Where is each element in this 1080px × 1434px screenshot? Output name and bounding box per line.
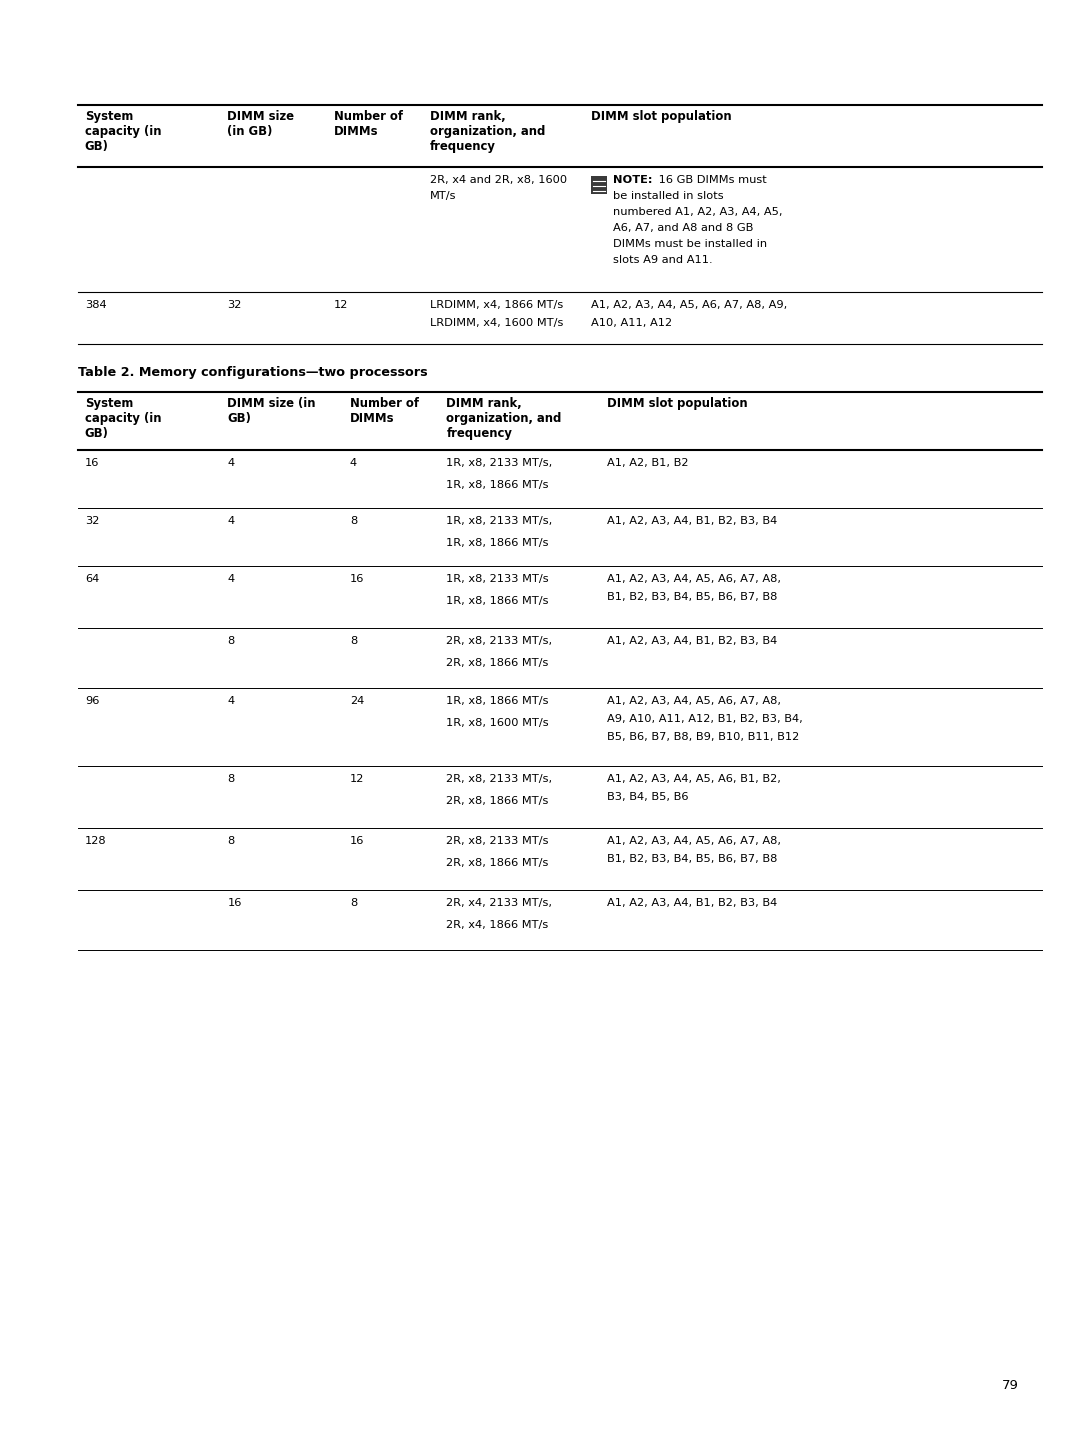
Text: 1R, x8, 1866 MT/s: 1R, x8, 1866 MT/s xyxy=(446,695,549,706)
Text: 1R, x8, 1600 MT/s: 1R, x8, 1600 MT/s xyxy=(446,718,549,728)
Text: A1, A2, A3, A4, A5, A6, B1, B2,: A1, A2, A3, A4, A5, A6, B1, B2, xyxy=(607,774,781,784)
Text: A1, A2, A3, A4, A5, A6, A7, A8, A9,: A1, A2, A3, A4, A5, A6, A7, A8, A9, xyxy=(591,300,787,310)
Text: A6, A7, and A8 and 8 GB: A6, A7, and A8 and 8 GB xyxy=(613,224,754,232)
Text: System
capacity (in
GB): System capacity (in GB) xyxy=(84,110,161,153)
Text: 4: 4 xyxy=(228,457,234,467)
Text: 16: 16 xyxy=(228,898,242,908)
Text: NOTE:: NOTE: xyxy=(613,175,652,185)
Text: A1, A2, A3, A4, A5, A6, A7, A8,: A1, A2, A3, A4, A5, A6, A7, A8, xyxy=(607,574,782,584)
Text: A1, A2, A3, A4, B1, B2, B3, B4: A1, A2, A3, A4, B1, B2, B3, B4 xyxy=(607,898,778,908)
Text: 2R, x4 and 2R, x8, 1600: 2R, x4 and 2R, x8, 1600 xyxy=(430,175,567,185)
Text: 4: 4 xyxy=(228,574,234,584)
Text: 2R, x4, 2133 MT/s,: 2R, x4, 2133 MT/s, xyxy=(446,898,553,908)
Text: 1R, x8, 2133 MT/s: 1R, x8, 2133 MT/s xyxy=(446,574,549,584)
Text: 2R, x8, 1866 MT/s: 2R, x8, 1866 MT/s xyxy=(446,858,549,868)
Text: B1, B2, B3, B4, B5, B6, B7, B8: B1, B2, B3, B4, B5, B6, B7, B8 xyxy=(607,592,778,602)
Text: B1, B2, B3, B4, B5, B6, B7, B8: B1, B2, B3, B4, B5, B6, B7, B8 xyxy=(607,855,778,865)
Text: 2R, x4, 1866 MT/s: 2R, x4, 1866 MT/s xyxy=(446,921,549,931)
Text: DIMMs must be installed in: DIMMs must be installed in xyxy=(613,239,767,250)
Text: DIMM slot population: DIMM slot population xyxy=(591,110,732,123)
Text: 2R, x8, 2133 MT/s,: 2R, x8, 2133 MT/s, xyxy=(446,637,553,645)
Text: 16: 16 xyxy=(84,457,99,467)
Text: B5, B6, B7, B8, B9, B10, B11, B12: B5, B6, B7, B8, B9, B10, B11, B12 xyxy=(607,731,799,741)
Text: 64: 64 xyxy=(84,574,99,584)
Text: 32: 32 xyxy=(228,300,242,310)
Bar xyxy=(591,176,607,194)
Text: 1R, x8, 1866 MT/s: 1R, x8, 1866 MT/s xyxy=(446,597,549,607)
Text: 128: 128 xyxy=(84,836,107,846)
Text: A1, A2, A3, A4, B1, B2, B3, B4: A1, A2, A3, A4, B1, B2, B3, B4 xyxy=(607,637,778,645)
Text: 79: 79 xyxy=(1002,1380,1020,1392)
Text: 1R, x8, 1866 MT/s: 1R, x8, 1866 MT/s xyxy=(446,480,549,490)
Text: 12: 12 xyxy=(334,300,348,310)
Text: System
capacity (in
GB): System capacity (in GB) xyxy=(84,397,161,440)
Text: LRDIMM, x4, 1600 MT/s: LRDIMM, x4, 1600 MT/s xyxy=(430,318,564,328)
Text: 1R, x8, 2133 MT/s,: 1R, x8, 2133 MT/s, xyxy=(446,457,553,467)
Text: Number of
DIMMs: Number of DIMMs xyxy=(334,110,403,138)
Text: DIMM slot population: DIMM slot population xyxy=(607,397,748,410)
Text: 8: 8 xyxy=(228,836,234,846)
Text: 16: 16 xyxy=(350,574,364,584)
Text: 16 GB DIMMs must: 16 GB DIMMs must xyxy=(656,175,767,185)
Text: A1, A2, A3, A4, B1, B2, B3, B4: A1, A2, A3, A4, B1, B2, B3, B4 xyxy=(607,516,778,526)
Text: DIMM size (in
GB): DIMM size (in GB) xyxy=(228,397,316,424)
Text: 1R, x8, 2133 MT/s,: 1R, x8, 2133 MT/s, xyxy=(446,516,553,526)
Text: numbered A1, A2, A3, A4, A5,: numbered A1, A2, A3, A4, A5, xyxy=(613,206,783,217)
Text: 2R, x8, 1866 MT/s: 2R, x8, 1866 MT/s xyxy=(446,658,549,668)
Text: 8: 8 xyxy=(228,637,234,645)
Text: 8: 8 xyxy=(350,637,357,645)
Text: DIMM rank,
organization, and
frequency: DIMM rank, organization, and frequency xyxy=(430,110,545,153)
Text: DIMM size
(in GB): DIMM size (in GB) xyxy=(228,110,295,138)
Text: B3, B4, B5, B6: B3, B4, B5, B6 xyxy=(607,792,689,802)
Text: DIMM rank,
organization, and
frequency: DIMM rank, organization, and frequency xyxy=(446,397,562,440)
Text: 384: 384 xyxy=(84,300,107,310)
Text: MT/s: MT/s xyxy=(430,191,457,201)
Text: A9, A10, A11, A12, B1, B2, B3, B4,: A9, A10, A11, A12, B1, B2, B3, B4, xyxy=(607,714,804,724)
Text: A1, A2, B1, B2: A1, A2, B1, B2 xyxy=(607,457,689,467)
Text: be installed in slots: be installed in slots xyxy=(613,191,724,201)
Text: LRDIMM, x4, 1866 MT/s: LRDIMM, x4, 1866 MT/s xyxy=(430,300,564,310)
Text: 12: 12 xyxy=(350,774,364,784)
Text: 4: 4 xyxy=(228,695,234,706)
Text: 8: 8 xyxy=(228,774,234,784)
Text: A1, A2, A3, A4, A5, A6, A7, A8,: A1, A2, A3, A4, A5, A6, A7, A8, xyxy=(607,836,782,846)
Text: 8: 8 xyxy=(350,898,357,908)
Text: 1R, x8, 1866 MT/s: 1R, x8, 1866 MT/s xyxy=(446,538,549,548)
Text: 8: 8 xyxy=(350,516,357,526)
Text: 4: 4 xyxy=(350,457,357,467)
Text: 2R, x8, 2133 MT/s,: 2R, x8, 2133 MT/s, xyxy=(446,774,553,784)
Text: Table 2. Memory configurations—two processors: Table 2. Memory configurations—two proce… xyxy=(78,366,428,379)
Text: A10, A11, A12: A10, A11, A12 xyxy=(591,318,672,328)
Text: 4: 4 xyxy=(228,516,234,526)
Text: Number of
DIMMs: Number of DIMMs xyxy=(350,397,419,424)
Text: 2R, x8, 1866 MT/s: 2R, x8, 1866 MT/s xyxy=(446,796,549,806)
Text: slots A9 and A11.: slots A9 and A11. xyxy=(613,255,713,265)
Text: A1, A2, A3, A4, A5, A6, A7, A8,: A1, A2, A3, A4, A5, A6, A7, A8, xyxy=(607,695,782,706)
Text: 24: 24 xyxy=(350,695,364,706)
Text: 16: 16 xyxy=(350,836,364,846)
Text: 96: 96 xyxy=(84,695,99,706)
Text: 2R, x8, 2133 MT/s: 2R, x8, 2133 MT/s xyxy=(446,836,549,846)
Text: 32: 32 xyxy=(84,516,99,526)
